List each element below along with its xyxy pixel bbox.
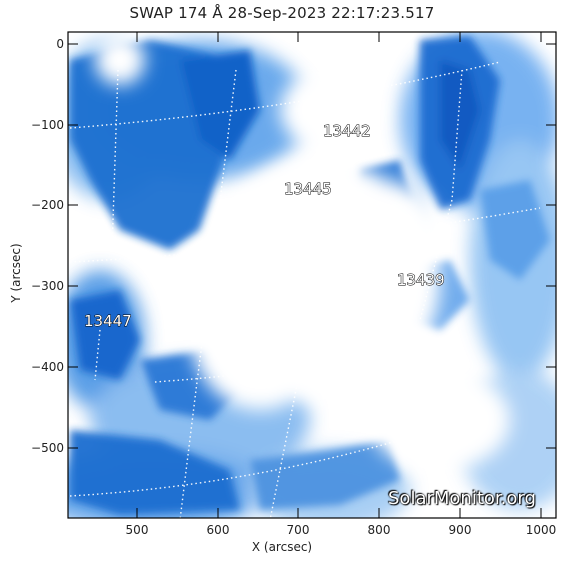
- y-axis-ticks: [68, 43, 556, 449]
- y-tick-label: −400: [31, 360, 64, 374]
- y-tick-label: −100: [31, 118, 64, 132]
- region-label-13447: 13447: [84, 312, 133, 331]
- x-tick-label: 700: [287, 523, 310, 537]
- image-title: SWAP 174 Å 28-Sep-2023 22:17:23.517: [129, 4, 435, 22]
- watermark-logo: SolarMonitor.org: [388, 488, 536, 509]
- x-axis-ticks: [136, 32, 542, 518]
- solar-image: [68, 32, 556, 518]
- heliographic-grid: [69, 61, 541, 518]
- plot-frame: [67, 31, 557, 519]
- x-tick-label: 1000: [526, 523, 557, 537]
- y-tick-label: −500: [31, 441, 64, 455]
- x-axis-title: X (arcsec): [251, 540, 313, 554]
- x-tick-label: 600: [207, 523, 230, 537]
- region-label-13439: 13439: [397, 271, 446, 290]
- y-tick-label: −300: [31, 279, 64, 293]
- x-tick-label: 900: [449, 523, 472, 537]
- x-tick-label: 500: [126, 523, 149, 537]
- y-tick-label: 0: [56, 37, 64, 51]
- region-label-13445: 13445: [284, 180, 333, 199]
- y-tick-label: −200: [31, 198, 64, 212]
- x-tick-label: 800: [368, 523, 391, 537]
- y-axis-title: Y (arcsec): [9, 243, 23, 303]
- region-label-13442: 13442: [323, 122, 372, 141]
